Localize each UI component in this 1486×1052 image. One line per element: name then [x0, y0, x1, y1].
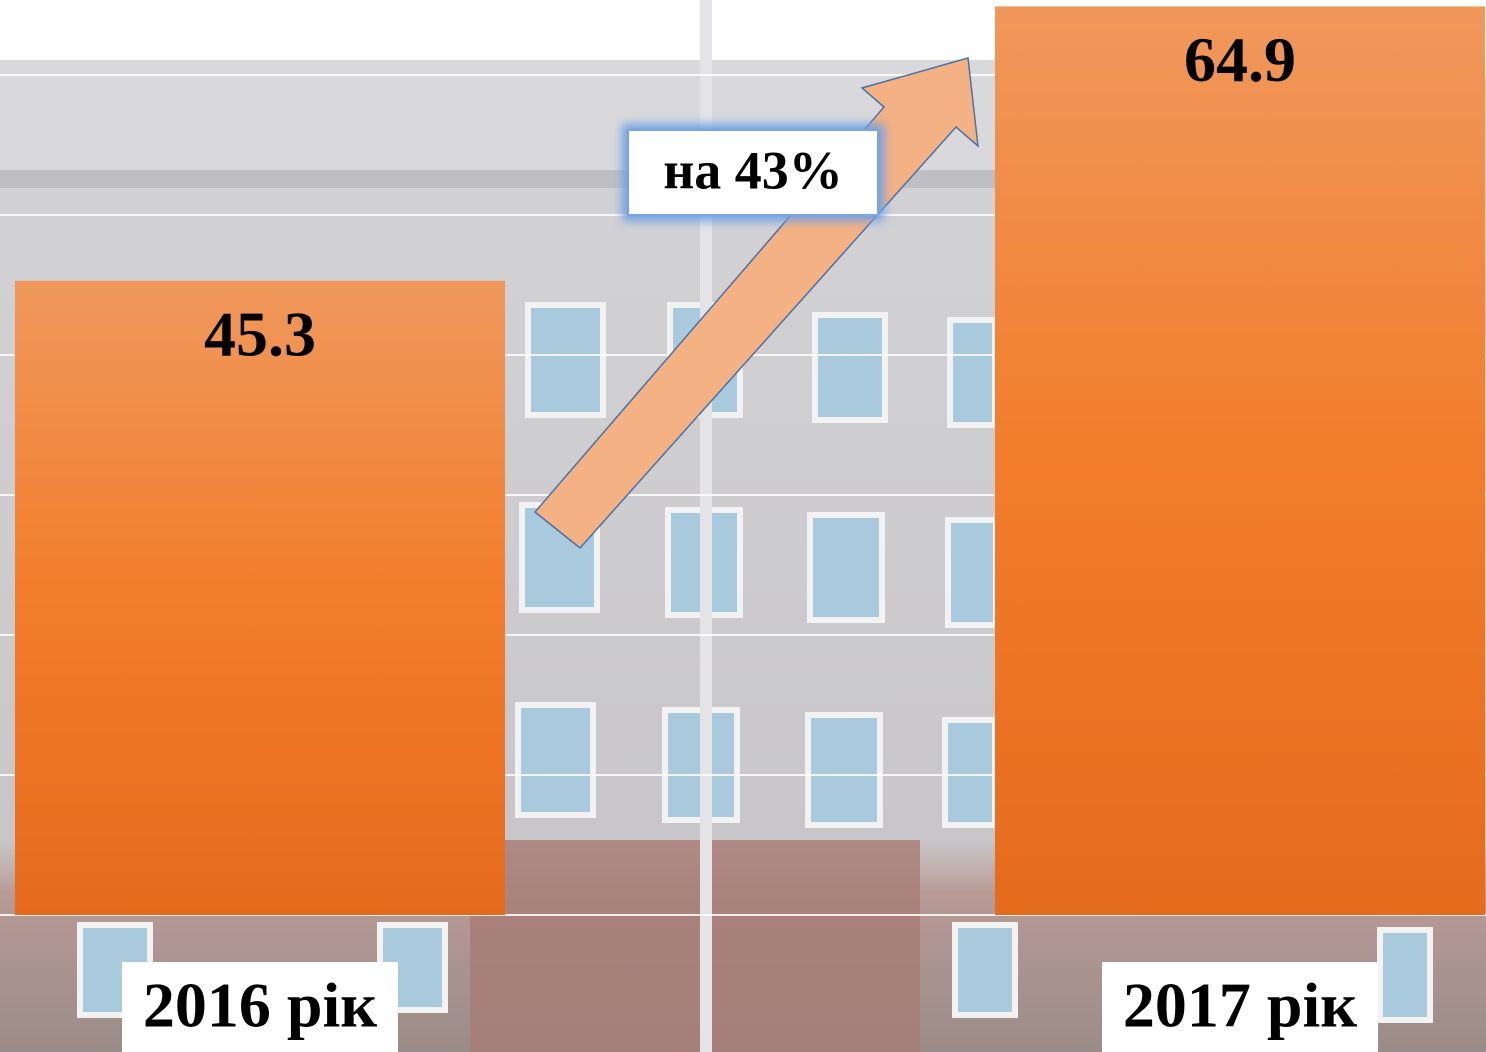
annotation: на 43%: [663, 140, 843, 200]
chart: 45.3 2016 рік 64.9 2017 рік на 43%: [0, 0, 1486, 1052]
bar: [15, 281, 505, 915]
value-label: 64.9: [1184, 24, 1296, 95]
bar: [995, 6, 1485, 915]
x-tick-label: 2017 рік: [1123, 970, 1357, 1041]
x-tick-label: 2016 рік: [143, 970, 377, 1041]
value-label: 45.3: [204, 298, 316, 369]
